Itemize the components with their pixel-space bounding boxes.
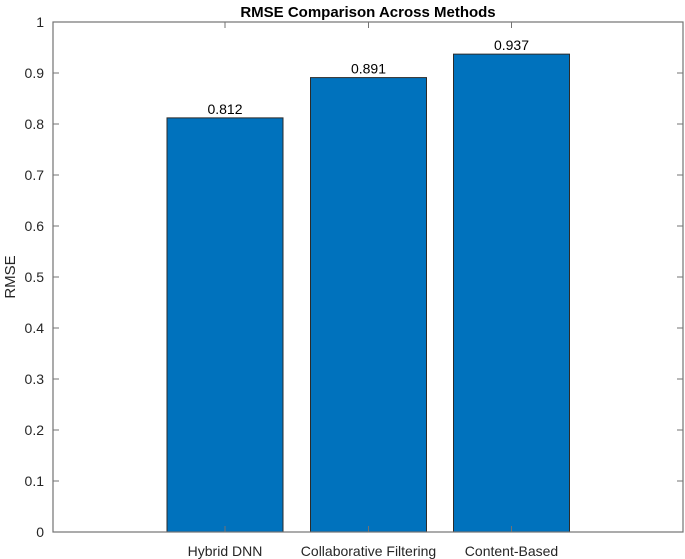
data-label: 0.812: [207, 101, 242, 117]
data-labels-group: 0.812 0.891 0.937: [207, 37, 529, 117]
y-tick-label: 1: [36, 14, 44, 30]
bars-group: [166, 53, 570, 533]
y-tick-label: 0.1: [25, 473, 45, 489]
x-axis: Hybrid DNN Collaborative Filtering Content…: [188, 22, 558, 559]
x-tick-label: Content-Based: [465, 543, 558, 559]
y-axis-label: RMSE: [2, 255, 19, 298]
bar-0: [166, 117, 284, 533]
y-tick-label: 0: [36, 524, 44, 540]
y-tick-label: 0.2: [25, 422, 45, 438]
y-tick-label: 0.3: [25, 371, 45, 387]
x-tick-label: Hybrid DNN: [188, 543, 263, 559]
y-tick-label: 0.8: [25, 116, 45, 132]
y-tick-label: 0.7: [25, 167, 45, 183]
y-tick-label: 0.9: [25, 65, 45, 81]
x-tick-label: Collaborative Filtering: [301, 543, 436, 559]
y-tick-label: 0.6: [25, 218, 45, 234]
bar-2: [453, 53, 570, 533]
y-tick-label: 0.4: [25, 320, 45, 336]
data-label: 0.937: [494, 37, 529, 53]
chart-title: RMSE Comparison Across Methods: [240, 4, 495, 21]
data-label: 0.891: [351, 61, 386, 77]
bar-1: [310, 77, 427, 533]
y-tick-label: 0.5: [25, 269, 45, 285]
y-axis: 0 0.1 0.2 0.3 0.4 0.5 0.6 0.7 0.8 0.9 1: [25, 14, 683, 540]
